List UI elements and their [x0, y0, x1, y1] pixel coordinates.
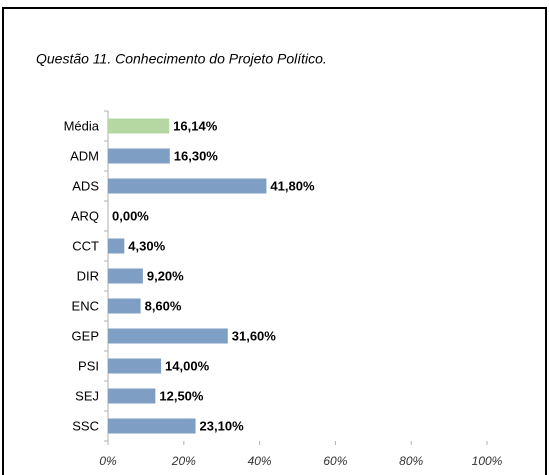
bar [108, 328, 228, 344]
bar [108, 148, 170, 164]
y-tick-label: CCT [72, 238, 99, 253]
value-label: 9,20% [147, 268, 184, 283]
frame [2, 7, 547, 475]
bar [108, 418, 196, 434]
y-tick-label: DIR [77, 268, 99, 283]
value-label: 16,30% [174, 148, 219, 163]
value-label: 0,00% [112, 208, 149, 223]
x-tick-label: 40% [248, 454, 272, 468]
bar [108, 358, 162, 374]
x-tick-label: 0% [99, 454, 117, 468]
y-tick-label: ARQ [71, 208, 99, 223]
x-tick-label: 80% [399, 454, 423, 468]
x-tick-label: 100% [472, 454, 503, 468]
value-label: 41,80% [270, 178, 315, 193]
value-label: 8,60% [145, 298, 182, 313]
value-label: 4,30% [128, 238, 165, 253]
y-tick-label: ADS [72, 178, 99, 193]
value-label: 14,00% [165, 358, 210, 373]
y-tick-label: ADM [70, 148, 99, 163]
y-tick-label: PSI [78, 358, 99, 373]
y-tick-label: SEJ [75, 388, 99, 403]
y-tick-label: ENC [72, 298, 99, 313]
value-label: 12,50% [159, 388, 204, 403]
bar [108, 238, 125, 254]
bar [108, 178, 267, 194]
value-label: 23,10% [200, 418, 245, 433]
bar [108, 298, 141, 314]
x-tick-label: 60% [323, 454, 347, 468]
value-label: 16,14% [173, 118, 218, 133]
y-tick-label: Média [64, 118, 100, 133]
x-tick-label: 20% [171, 454, 196, 468]
bar [108, 268, 143, 284]
bar [108, 118, 170, 134]
value-label: 31,60% [232, 328, 277, 343]
y-tick-label: GEP [72, 328, 99, 343]
y-tick-label: SSC [72, 418, 99, 433]
chart-title: Questão 11. Conhecimento do Projeto Polí… [36, 51, 327, 67]
bar [108, 388, 156, 404]
